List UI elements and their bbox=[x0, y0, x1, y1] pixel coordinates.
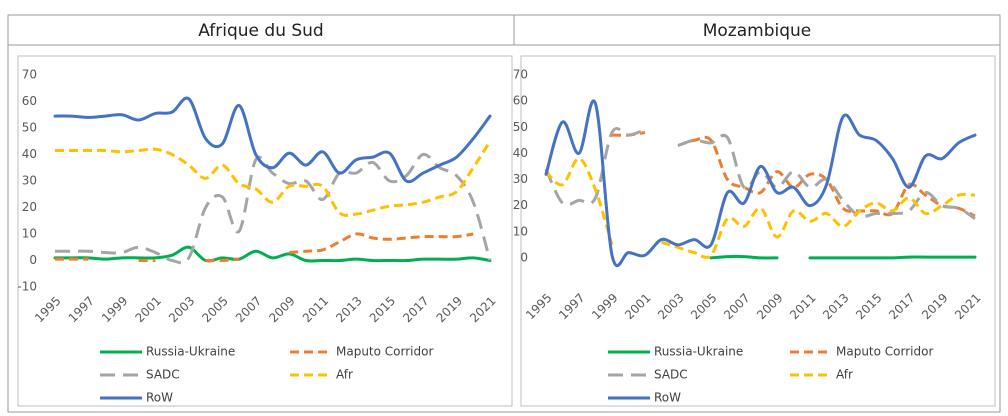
x-tick-label: 2003 bbox=[166, 294, 197, 325]
legend-label: RoW bbox=[146, 391, 173, 405]
x-tick-label: 2019 bbox=[919, 291, 950, 322]
y-tick-label: 10 bbox=[513, 224, 528, 238]
series-line bbox=[54, 232, 474, 263]
x-tick-label: 2013 bbox=[333, 294, 364, 325]
y-tick-label: 30 bbox=[513, 172, 528, 186]
y-tick-label: 40 bbox=[513, 146, 528, 160]
y-tick-label: 40 bbox=[22, 147, 37, 161]
panel-frame bbox=[17, 55, 513, 407]
x-tick-label: 1997 bbox=[66, 294, 97, 325]
series-line bbox=[55, 140, 492, 217]
series-line bbox=[611, 130, 976, 218]
y-tick-label: 30 bbox=[22, 174, 37, 188]
y-tick-label: 70 bbox=[22, 68, 37, 82]
y-tick-label: 70 bbox=[513, 68, 528, 82]
series-line bbox=[53, 96, 492, 184]
legend-label: Afr bbox=[836, 368, 853, 382]
x-tick-label: 1999 bbox=[589, 291, 620, 322]
x-tick-label: 2005 bbox=[688, 291, 719, 322]
legend-label: Afr bbox=[336, 368, 353, 382]
series-line bbox=[55, 152, 492, 265]
legend-label: Maputo Corridor bbox=[336, 345, 433, 359]
y-tick-label: -10 bbox=[17, 280, 37, 294]
panel-frame bbox=[520, 55, 996, 407]
x-tick-label: 2021 bbox=[952, 291, 983, 322]
y-tick-label: 50 bbox=[22, 121, 37, 135]
series-line bbox=[544, 157, 976, 259]
x-tick-label: 2011 bbox=[300, 294, 331, 325]
legend-label: Russia-Ukraine bbox=[146, 345, 235, 359]
y-tick-label: 0 bbox=[29, 253, 37, 267]
x-tick-label: 2001 bbox=[622, 291, 653, 322]
y-tick-label: 50 bbox=[513, 120, 528, 134]
x-tick-label: 2019 bbox=[434, 294, 465, 325]
legend-label: SADC bbox=[654, 368, 688, 382]
x-tick-label: 1995 bbox=[32, 294, 63, 325]
series-line bbox=[544, 127, 976, 220]
x-tick-label: 1997 bbox=[556, 291, 587, 322]
panel-title: Afrique du Sud bbox=[198, 21, 323, 41]
series-line bbox=[53, 245, 492, 263]
x-tick-label: 2007 bbox=[233, 294, 264, 325]
y-tick-label: 60 bbox=[513, 94, 528, 108]
x-tick-label: 2021 bbox=[467, 294, 498, 325]
series-line bbox=[709, 254, 977, 260]
x-tick-label: 1999 bbox=[99, 294, 130, 325]
x-tick-label: 2015 bbox=[367, 294, 398, 325]
x-tick-label: 2009 bbox=[266, 294, 297, 325]
x-tick-label: 2003 bbox=[655, 291, 686, 322]
x-tick-label: 2015 bbox=[853, 291, 884, 322]
y-tick-label: 10 bbox=[22, 227, 37, 241]
x-tick-label: 2001 bbox=[132, 294, 163, 325]
x-tick-label: 2005 bbox=[199, 294, 230, 325]
x-tick-label: 2011 bbox=[787, 291, 818, 322]
x-tick-label: 2007 bbox=[721, 291, 752, 322]
y-tick-label: 20 bbox=[513, 198, 528, 212]
x-tick-label: 2017 bbox=[400, 294, 431, 325]
y-tick-label: 20 bbox=[22, 200, 37, 214]
y-tick-label: 60 bbox=[22, 94, 37, 108]
table-border bbox=[7, 14, 1001, 413]
legend-label: Maputo Corridor bbox=[836, 345, 933, 359]
legend-label: SADC bbox=[146, 368, 180, 382]
x-tick-label: 2017 bbox=[886, 291, 917, 322]
x-tick-label: 1995 bbox=[523, 291, 554, 322]
panel-title: Mozambique bbox=[703, 21, 812, 41]
legend-label: Russia-Ukraine bbox=[654, 345, 743, 359]
x-tick-label: 2009 bbox=[754, 291, 785, 322]
series-line bbox=[544, 99, 977, 267]
x-tick-label: 2013 bbox=[820, 291, 851, 322]
legend-label: RoW bbox=[654, 391, 681, 405]
y-tick-label: 0 bbox=[520, 250, 528, 264]
